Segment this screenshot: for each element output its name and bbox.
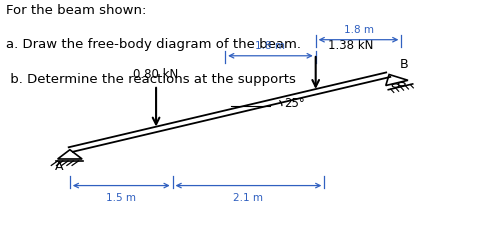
Text: 1.8 m: 1.8 m bbox=[343, 25, 373, 35]
Text: 1.5 m: 1.5 m bbox=[106, 193, 136, 203]
Text: b. Determine the reactions at the supports: b. Determine the reactions at the suppor… bbox=[6, 73, 296, 86]
Text: 1.38 kN: 1.38 kN bbox=[328, 38, 373, 52]
Text: 0.80 kN: 0.80 kN bbox=[133, 68, 179, 81]
Text: 2.1 m: 2.1 m bbox=[233, 193, 263, 203]
Text: B: B bbox=[400, 58, 408, 71]
Text: 25°: 25° bbox=[284, 97, 305, 110]
Text: a. Draw the free-body diagram of the beam.: a. Draw the free-body diagram of the bea… bbox=[6, 38, 301, 52]
Text: For the beam shown:: For the beam shown: bbox=[6, 4, 147, 17]
Text: 1.8 m: 1.8 m bbox=[255, 41, 285, 51]
Text: A: A bbox=[55, 160, 63, 173]
